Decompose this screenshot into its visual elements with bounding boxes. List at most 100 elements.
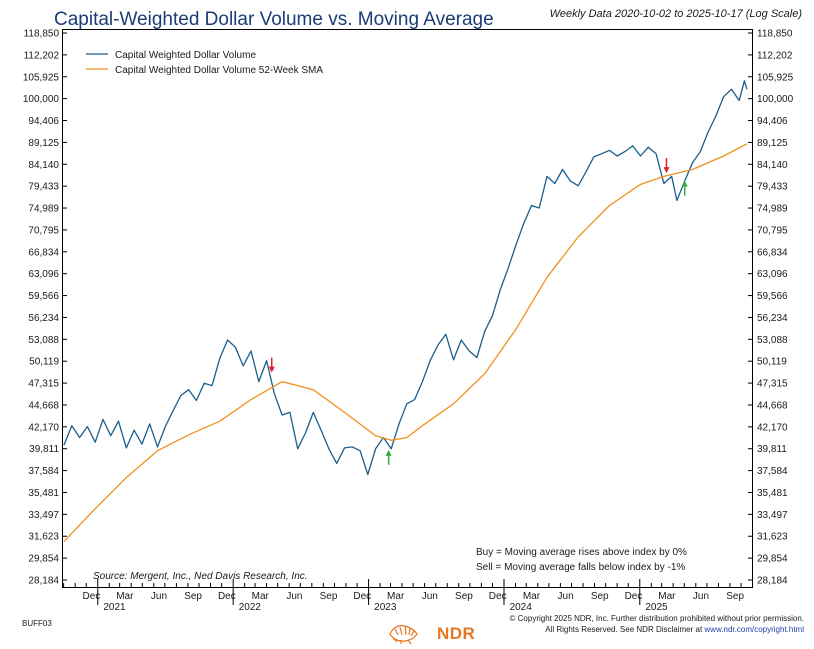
x-tick-label: Sep — [455, 591, 473, 602]
legend-label-volume: Capital Weighted Dollar Volume — [115, 50, 256, 61]
x-tick-label: Jun — [286, 591, 302, 602]
y-tick-label-right: 35,481 — [757, 488, 788, 499]
y-tick-label-left: 112,202 — [24, 50, 60, 61]
y-tick-label-right: 28,184 — [757, 576, 788, 587]
y-tick-label-left: 44,668 — [28, 400, 59, 411]
y-tick-label-left: 74,989 — [28, 204, 59, 215]
y-tick-label-left: 89,125 — [28, 138, 59, 149]
x-tick-label: Dec — [83, 591, 101, 602]
y-tick-label-left: 70,795 — [28, 225, 59, 236]
series-line-volume — [63, 80, 748, 476]
x-tick-label: Mar — [387, 591, 405, 602]
x-year-label: 2021 — [103, 602, 126, 613]
y-tick-label-right: 112,202 — [757, 50, 793, 61]
x-tick-label: Sep — [184, 591, 202, 602]
y-tick-label-right: 94,406 — [757, 116, 788, 127]
y-tick-label-right: 56,234 — [757, 313, 788, 324]
y-tick-label-right: 29,854 — [757, 554, 788, 565]
y-tick-label-right: 44,668 — [757, 400, 788, 411]
y-tick-label-left: 84,140 — [28, 160, 59, 171]
buy-arrow-head — [385, 449, 392, 456]
y-tick-label-left: 100,000 — [23, 94, 60, 105]
y-tick-label-right: 74,989 — [757, 204, 788, 215]
y-tick-label-right: 70,795 — [757, 225, 788, 236]
series-layer — [63, 80, 748, 542]
y-tick-label-right: 37,584 — [757, 466, 788, 477]
x-tick-label: Jun — [558, 591, 574, 602]
sell-arrow-head — [268, 366, 275, 373]
chart-title: Capital-Weighted Dollar Volume vs. Movin… — [54, 9, 494, 30]
y-tick-label-right: 59,566 — [757, 291, 788, 302]
buy-signal-arrow — [681, 180, 688, 196]
x-tick-label: Dec — [353, 591, 371, 602]
legend: Capital Weighted Dollar Volume Capital W… — [86, 50, 323, 76]
copyright-line-2-text: All Rights Reserved. See NDR Disclaimer … — [545, 625, 705, 634]
y-tick-label-left: 31,623 — [28, 532, 59, 543]
ndr-logo-text: NDR — [437, 624, 476, 643]
y-tick-label-left: 56,234 — [28, 313, 59, 324]
y-tick-label-right: 105,925 — [757, 72, 794, 83]
y-tick-label-left: 66,834 — [28, 247, 59, 258]
y-tick-label-right: 66,834 — [757, 247, 788, 258]
y-tick-label-right: 63,096 — [757, 269, 788, 280]
y-tick-label-left: 47,315 — [28, 379, 59, 390]
buy-signal-arrow — [385, 449, 392, 465]
copyright-line-2: All Rights Reserved. See NDR Disclaimer … — [510, 624, 804, 635]
buy-rule-note: Buy = Moving average rises above index b… — [476, 547, 687, 558]
x-tick-label: Jun — [422, 591, 438, 602]
sell-rule-note: Sell = Moving average falls below index … — [476, 562, 685, 573]
sell-signal-arrow — [268, 357, 275, 373]
x-tick-label: Mar — [658, 591, 676, 602]
y-tick-label-right: 79,433 — [757, 182, 788, 193]
y-tick-label-left: 118,850 — [24, 29, 60, 40]
y-tick-label-right: 42,170 — [757, 422, 788, 433]
y-tick-label-left: 59,566 — [28, 291, 59, 302]
y-tick-label-left: 42,170 — [28, 422, 59, 433]
x-year-label: 2025 — [645, 602, 668, 613]
y-tick-label-right: 50,119 — [757, 357, 787, 368]
y-tick-label-right: 118,850 — [757, 29, 793, 40]
sell-arrow-head — [663, 167, 670, 174]
copyright-notice: © Copyright 2025 NDR, Inc. Further distr… — [510, 613, 804, 635]
source-note: Source: Mergent, Inc., Ned Davis Researc… — [93, 571, 308, 582]
buy-arrow-head — [681, 180, 688, 187]
y-tick-label-right: 100,000 — [757, 94, 794, 105]
legend-label-sma: Capital Weighted Dollar Volume 52-Week S… — [115, 65, 323, 76]
y-tick-label-right: 31,623 — [757, 532, 788, 543]
y-tick-label-left: 39,811 — [29, 444, 59, 455]
copyright-line-1: © Copyright 2025 NDR, Inc. Further distr… — [509, 614, 804, 623]
y-tick-label-left: 79,433 — [28, 182, 59, 193]
x-tick-label: Sep — [726, 591, 744, 602]
chart-id: BUFF03 — [22, 619, 52, 628]
y-tick-label-right: 33,497 — [757, 510, 788, 521]
y-tick-label-left: 53,088 — [28, 335, 59, 346]
x-tick-label: Dec — [489, 591, 507, 602]
x-year-label: 2022 — [239, 602, 262, 613]
y-axis-left: 118,850 112,202 105,925 100,000 94,406 89,125… — [23, 29, 67, 587]
copyright-link[interactable]: www.ndr.com/copyright.html — [704, 625, 804, 634]
plot-area — [62, 29, 753, 588]
x-tick-label: Jun — [693, 591, 709, 602]
x-tick-label: Sep — [320, 591, 338, 602]
x-tick-label: Dec — [625, 591, 643, 602]
x-tick-label: Mar — [252, 591, 270, 602]
x-axis: Dec Mar Jun Sep Dec Mar Jun Sep Dec Mar Jun Sep Dec M… — [63, 579, 744, 613]
sell-signal-arrow — [663, 158, 670, 174]
y-tick-label-right: 47,315 — [757, 379, 788, 390]
y-tick-label-left: 37,584 — [28, 466, 59, 477]
series-line-sma — [63, 143, 748, 542]
signal-layer — [268, 158, 688, 465]
y-tick-label-right: 89,125 — [757, 138, 788, 149]
ndr-logo-icon — [389, 625, 418, 645]
y-tick-label-left: 29,854 — [28, 554, 59, 565]
y-tick-label-left: 94,406 — [28, 116, 59, 127]
y-tick-label-right: 39,811 — [757, 444, 787, 455]
x-tick-label: Sep — [591, 591, 609, 602]
y-tick-label-right: 84,140 — [757, 160, 788, 171]
y-tick-label-left: 33,497 — [28, 510, 59, 521]
x-year-label: 2023 — [374, 602, 397, 613]
y-tick-label-left: 63,096 — [28, 269, 59, 280]
x-tick-label: Dec — [218, 591, 236, 602]
x-tick-label: Mar — [116, 591, 134, 602]
